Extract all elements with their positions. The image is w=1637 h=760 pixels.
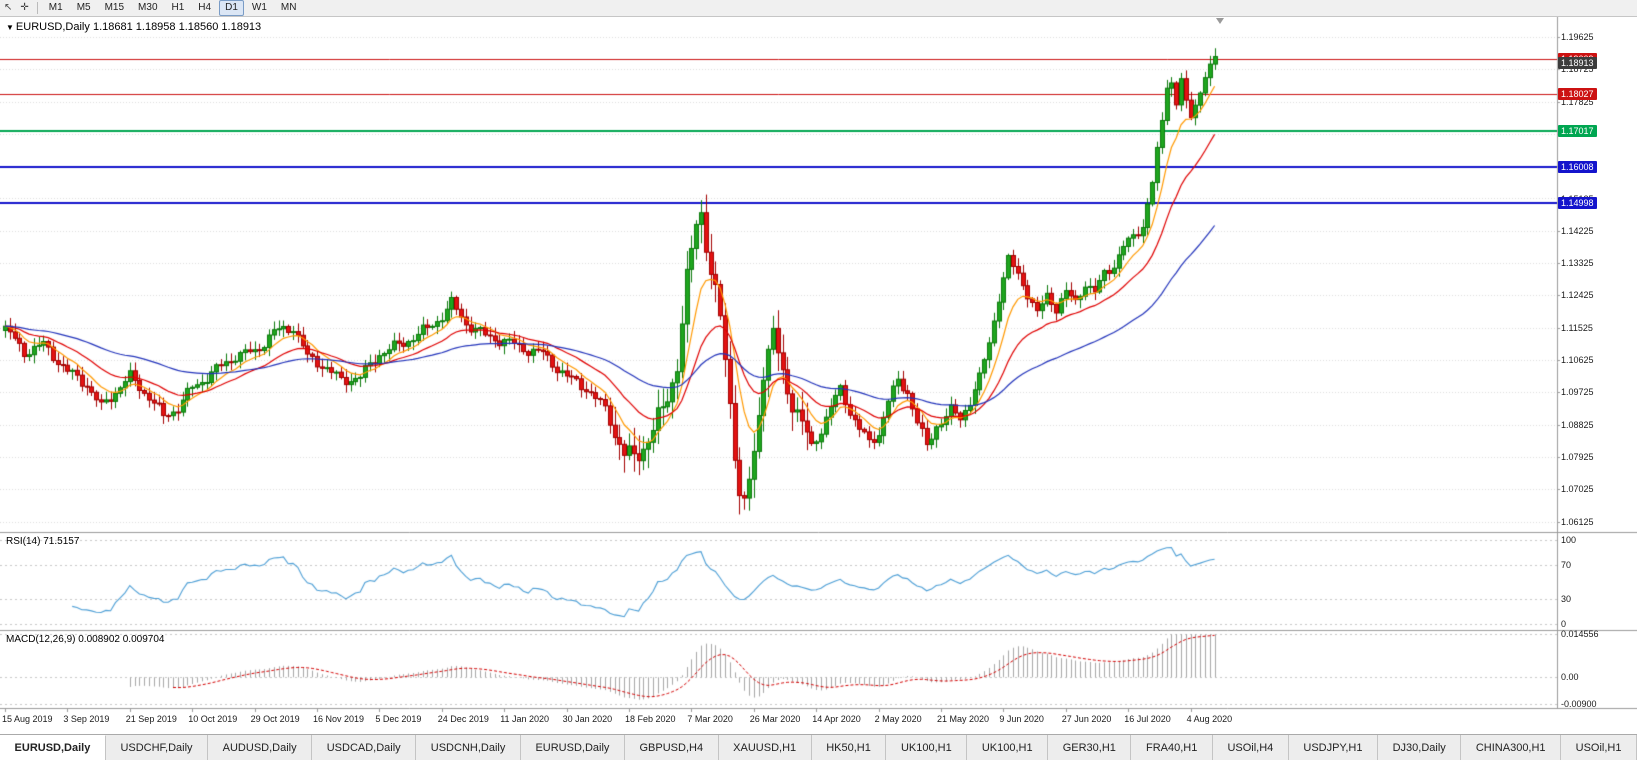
date-axis-label: 27 Jun 2020 xyxy=(1061,714,1112,724)
price-axis-tick: 1.12425 xyxy=(1561,290,1594,301)
chart-tab-china300-h1[interactable]: CHINA300,H1 xyxy=(1461,735,1562,760)
symbol-dropdown-icon[interactable]: ▼ xyxy=(6,23,14,32)
price-axis-tick: 1.11525 xyxy=(1561,322,1593,333)
price-axis-badge: 1.16008 xyxy=(1558,160,1597,173)
timeframe-button-m5[interactable]: M5 xyxy=(76,2,91,13)
price-axis-tick: 1.07025 xyxy=(1561,484,1594,495)
date-axis-label: 21 Sep 2019 xyxy=(125,714,177,724)
timeframe-button-h4[interactable]: H4 xyxy=(198,2,212,13)
date-axis-label: 24 Dec 2019 xyxy=(437,714,489,724)
timeframe-toolbar: ↖ ✛ M1 M5 M15 M30 H1 H4 D1 W1 MN xyxy=(0,0,1637,17)
price-axis-tick: 1.07925 xyxy=(1561,451,1594,462)
crosshair-icon[interactable]: ✛ xyxy=(20,2,29,13)
chart-tab-gbpusd-h4[interactable]: GBPUSD,H4 xyxy=(624,735,719,760)
chart-tab-eurusd-daily[interactable]: EURUSD,Daily xyxy=(0,735,106,760)
chart-tab-audusd-daily[interactable]: AUDUSD,Daily xyxy=(208,735,313,760)
chart-tabs-bar: EURUSD,Daily USDCHF,Daily AUDUSD,Daily USDC… xyxy=(0,734,1637,760)
price-axis-tick: 1.18725 xyxy=(1561,64,1594,75)
toolbar-separator xyxy=(36,2,38,14)
rsi-indicator-label: RSI(14) 71.5157 xyxy=(6,536,80,547)
rsi-axis-tick: 0 xyxy=(1561,619,1567,629)
timeframe-buttons: M1 M5 M15 M30 H1 H4 D1 W1 MN xyxy=(42,0,304,16)
date-axis-label: 16 Nov 2019 xyxy=(313,714,365,724)
chart-tab-uk100-h1[interactable]: UK100,H1 xyxy=(886,735,968,760)
timeframe-button-mn[interactable]: MN xyxy=(280,2,297,13)
chart-tab-fra40-h1[interactable]: FRA40,H1 xyxy=(1131,735,1213,760)
chart-title: ▼ EURUSD,Daily 1.18681 1.18958 1.18560 1.… xyxy=(6,21,261,33)
timeframe-button-m1[interactable]: M1 xyxy=(48,2,63,13)
chart-tab-dj30-daily[interactable]: DJ30,Daily xyxy=(1378,735,1462,760)
rsi-axis-tick: 70 xyxy=(1561,560,1572,571)
macd-axis-tick: 0.014556 xyxy=(1561,629,1599,639)
date-axis-label: 18 Feb 2020 xyxy=(625,714,676,724)
date-axis-label: 15 Aug 2019 xyxy=(2,714,53,724)
date-axis-label: 30 Jan 2020 xyxy=(562,714,613,724)
macd-axis-tick: -0.00900 xyxy=(1561,699,1597,709)
chart-tab-usdjpy-h1[interactable]: USDJPY,H1 xyxy=(1288,735,1379,760)
chart-ohlc-values: 1.18681 1.18958 1.18560 1.18913 xyxy=(92,21,262,33)
date-axis-label: 5 Dec 2019 xyxy=(375,714,422,724)
chart-tab-usdcnh-daily[interactable]: USDCNH,Daily xyxy=(416,735,521,760)
price-axis-tick: 1.14225 xyxy=(1561,225,1594,236)
pointer-icon[interactable]: ↖ xyxy=(4,2,13,13)
price-axis-tick: 1.19625 xyxy=(1561,32,1594,42)
chart-symbol-label: EURUSD,Daily xyxy=(15,21,90,33)
timeframe-button-w1[interactable]: W1 xyxy=(251,2,267,13)
date-axis-label: 9 Jun 2020 xyxy=(999,714,1044,724)
date-axis-label: 10 Oct 2019 xyxy=(188,714,238,724)
rsi-axis-tick: 100 xyxy=(1561,535,1577,545)
date-axis-label: 11 Jan 2020 xyxy=(500,714,550,724)
date-axis-label: 29 Oct 2019 xyxy=(250,714,300,724)
chart-window: ▼ EURUSD,Daily 1.18681 1.18958 1.18560 1.… xyxy=(0,17,1637,734)
chart-shift-marker[interactable] xyxy=(1216,18,1224,24)
price-axis-tick: 1.13325 xyxy=(1561,258,1594,269)
chart-tab-ger30-h1[interactable]: GER30,H1 xyxy=(1048,735,1132,760)
date-axis-label: 7 Mar 2020 xyxy=(687,714,733,724)
timeframe-button-m30[interactable]: M30 xyxy=(138,2,158,13)
price-axis-badge: 1.17017 xyxy=(1558,124,1597,137)
price-axis-badge: 1.18913 xyxy=(1558,56,1597,69)
chart-tab-eurusd-daily[interactable]: EURUSD,Daily xyxy=(520,735,625,760)
date-axis-label: 4 Aug 2020 xyxy=(1186,714,1233,724)
timeframe-button-m15[interactable]: M15 xyxy=(104,2,125,13)
price-axis-badge: 1.18027 xyxy=(1558,88,1597,101)
chart-tab-usdcad-daily[interactable]: USDCAD,Daily xyxy=(312,735,417,760)
price-axis-tick: 1.08825 xyxy=(1561,419,1594,430)
date-axis-label: 2 May 2020 xyxy=(874,714,922,724)
timeframe-button-h1[interactable]: H1 xyxy=(171,2,185,13)
chart-tab-usdchf-daily[interactable]: USDCHF,Daily xyxy=(105,735,209,760)
rsi-axis-tick: 30 xyxy=(1561,593,1572,604)
timeframe-button-d1[interactable]: D1 xyxy=(219,0,244,16)
macd-axis-tick: 0.00 xyxy=(1561,672,1579,683)
date-axis-label: 16 Jul 2020 xyxy=(1124,714,1171,724)
chart-tab-usoil-h4[interactable]: USOil,H4 xyxy=(1212,735,1289,760)
price-axis-tick: 1.09725 xyxy=(1561,387,1594,398)
date-axis-label: 26 Mar 2020 xyxy=(749,714,801,724)
chart-tab-xauusd-h1[interactable]: XAUUSD,H1 xyxy=(718,735,812,760)
chart-tab-uk100-h1[interactable]: UK100,H1 xyxy=(967,735,1049,760)
chart-tab-usoil-h1[interactable]: USOil,H1 xyxy=(1561,735,1637,760)
macd-indicator-label: MACD(12,26,9) 0.008902 0.009704 xyxy=(6,634,165,645)
price-axis-tick: 1.06125 xyxy=(1561,516,1594,527)
price-chart-canvas[interactable] xyxy=(0,17,1637,734)
date-axis-label: 14 Apr 2020 xyxy=(812,714,861,724)
date-axis-label: 21 May 2020 xyxy=(937,714,990,724)
price-axis-tick: 1.17825 xyxy=(1561,96,1594,107)
price-axis-badge: 1.14998 xyxy=(1558,197,1597,210)
chart-tab-hk50-h1[interactable]: HK50,H1 xyxy=(811,735,887,760)
price-axis-tick: 1.10625 xyxy=(1561,355,1594,365)
date-axis-label: 3 Sep 2019 xyxy=(63,714,110,724)
